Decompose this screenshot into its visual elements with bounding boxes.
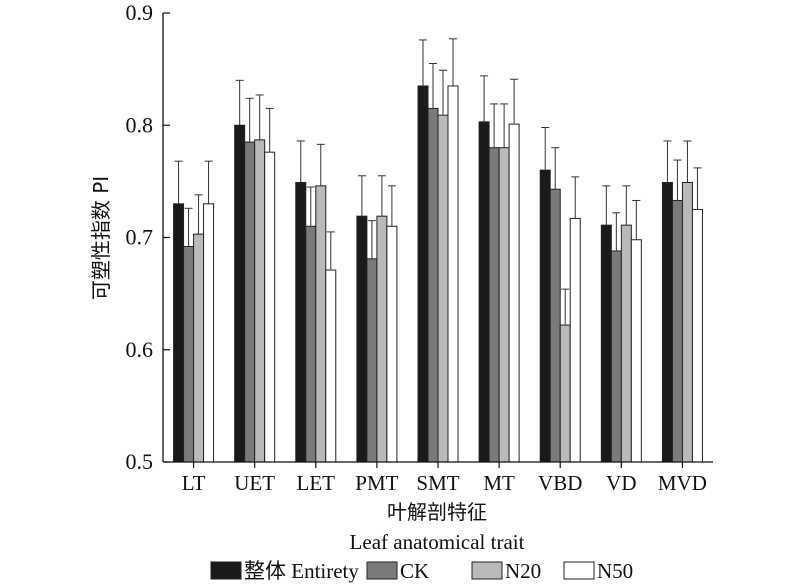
legend-swatch-4 — [563, 561, 595, 580]
axes: LT UET LET PMT SMT MT VBD VD MVD 0.5 0.6 0.7 0.8 0.9 — [126, 0, 713, 495]
x-tick-label-pmt: PMT — [355, 471, 398, 495]
bar-vd-1 — [600, 224, 612, 463]
bar-pmt-4 — [386, 225, 398, 463]
legend: 整体 Entirety CK N20 N50 — [210, 559, 633, 583]
legend-swatch-2 — [366, 561, 398, 580]
bar-let-2 — [305, 225, 317, 463]
bar-lt-4 — [203, 203, 215, 463]
bar-vbd-4 — [569, 217, 581, 463]
bar-uet-1 — [234, 124, 246, 463]
bar-mt-3 — [498, 147, 510, 463]
bar-let-4 — [325, 269, 337, 463]
x-tick-label-smt: SMT — [416, 471, 459, 495]
legend-swatch-1 — [210, 561, 242, 580]
bar-lt-3 — [193, 233, 205, 463]
x-axis-label-en: Leaf anatomical trait — [350, 530, 525, 554]
bar-vd-3 — [620, 224, 632, 463]
legend-label-3: N20 — [505, 559, 541, 583]
y-tick-label: 0.8 — [126, 112, 154, 137]
bar-vbd-3 — [559, 324, 571, 463]
plot-area — [173, 38, 703, 463]
y-tick-label: 0.7 — [126, 225, 154, 250]
x-tick-label-mvd: MVD — [658, 471, 707, 495]
bar-mvd-1 — [661, 181, 673, 463]
y-tick-label: 0.6 — [126, 337, 154, 362]
y-tick-label: 0.5 — [126, 449, 154, 474]
x-tick-label-mt: MT — [483, 471, 515, 495]
y-tick-label: 0.9 — [126, 0, 154, 25]
bar-let-1 — [295, 181, 307, 463]
bar-vbd-1 — [539, 169, 551, 463]
bar-let-3 — [315, 185, 327, 463]
x-tick-label-lt: LT — [182, 471, 206, 495]
bar-uet-2 — [244, 141, 256, 463]
legend-label-4: N50 — [597, 559, 633, 583]
bar-lt-2 — [183, 245, 195, 463]
x-tick-label-vd: VD — [606, 471, 636, 495]
legend-swatch-3 — [471, 561, 503, 580]
bar-uet-3 — [254, 139, 266, 463]
x-tick-label-vbd: VBD — [538, 471, 582, 495]
bar-uet-4 — [264, 151, 276, 463]
legend-label-1: 整体 Entirety — [244, 559, 359, 583]
bar-pmt-3 — [376, 215, 388, 463]
bar-smt-4 — [447, 85, 459, 463]
bar-mt-4 — [508, 123, 520, 463]
bar-mt-2 — [488, 147, 500, 463]
bar-vd-2 — [610, 250, 622, 463]
x-axis-label-cn: 叶解剖特征 — [387, 500, 487, 524]
y-axis-label: 可塑性指数 PI — [89, 176, 113, 300]
bar-smt-2 — [427, 107, 439, 463]
bar-mvd-4 — [691, 208, 703, 463]
bar-vbd-2 — [549, 188, 561, 463]
bar-mt-1 — [478, 121, 490, 463]
bar-pmt-1 — [356, 215, 368, 463]
bar-pmt-2 — [366, 258, 378, 463]
x-tick-label-uet: UET — [234, 471, 275, 495]
bar-smt-1 — [417, 85, 429, 463]
legend-label-2: CK — [400, 559, 429, 583]
bar-mvd-3 — [681, 181, 693, 463]
bar-smt-3 — [437, 114, 449, 463]
bar-vd-4 — [630, 239, 642, 463]
bar-mvd-2 — [671, 199, 683, 463]
x-tick-label-let: LET — [297, 471, 336, 495]
bar-lt-1 — [173, 203, 185, 463]
